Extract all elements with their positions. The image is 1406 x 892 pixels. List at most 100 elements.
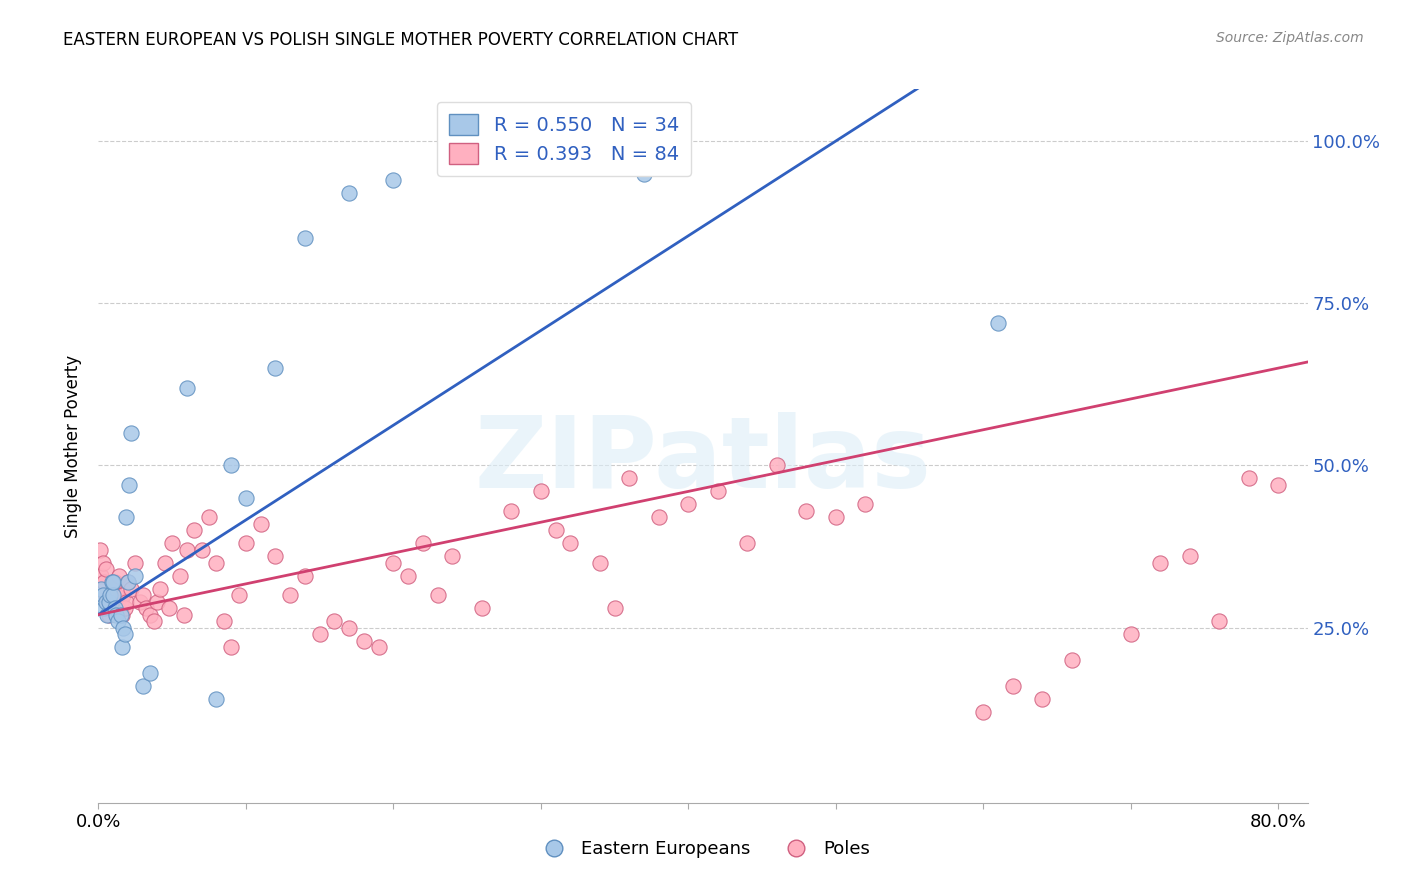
Point <box>115 595 138 609</box>
Text: Source: ZipAtlas.com: Source: ZipAtlas.com <box>1216 31 1364 45</box>
Point <box>1178 549 1201 564</box>
Point <box>323 614 346 628</box>
Point <box>96 607 118 622</box>
Point <box>139 666 162 681</box>
Point <box>117 575 139 590</box>
Point <box>212 614 235 628</box>
Point <box>560 536 582 550</box>
Point <box>173 607 195 622</box>
Point <box>176 381 198 395</box>
Point <box>114 601 136 615</box>
Point <box>235 491 257 505</box>
Point <box>105 588 128 602</box>
Point <box>115 510 138 524</box>
Point <box>219 640 242 654</box>
Point <box>264 361 287 376</box>
Point <box>110 607 132 622</box>
Point <box>249 516 271 531</box>
Point <box>107 614 129 628</box>
Point <box>112 621 135 635</box>
Point <box>124 568 146 582</box>
Point <box>89 542 111 557</box>
Point <box>198 510 221 524</box>
Point <box>294 568 316 582</box>
Point <box>530 484 553 499</box>
Point <box>98 588 121 602</box>
Point <box>183 524 205 538</box>
Point <box>228 588 250 602</box>
Point <box>264 549 287 564</box>
Point <box>219 458 242 473</box>
Point <box>107 601 129 615</box>
Point <box>1060 653 1083 667</box>
Point <box>101 582 124 596</box>
Point <box>441 549 464 564</box>
Point <box>120 425 142 440</box>
Point <box>104 601 127 615</box>
Point <box>97 607 120 622</box>
Point <box>648 510 671 524</box>
Point <box>91 588 114 602</box>
Point <box>105 607 128 622</box>
Point <box>1119 627 1142 641</box>
Point <box>1001 679 1024 693</box>
Point <box>589 556 612 570</box>
Point <box>1237 471 1260 485</box>
Point <box>501 504 523 518</box>
Point <box>294 231 316 245</box>
Point <box>131 679 153 693</box>
Point <box>90 582 112 596</box>
Point <box>139 607 162 622</box>
Point <box>98 588 121 602</box>
Point <box>337 186 360 200</box>
Point <box>382 556 405 570</box>
Legend: Eastern Europeans, Poles: Eastern Europeans, Poles <box>529 833 877 865</box>
Point <box>111 640 134 654</box>
Point <box>101 588 124 602</box>
Point <box>143 614 166 628</box>
Point <box>235 536 257 550</box>
Point <box>112 588 135 602</box>
Point <box>1267 478 1289 492</box>
Point <box>426 588 449 602</box>
Point <box>120 582 142 596</box>
Point <box>987 316 1010 330</box>
Point <box>412 536 434 550</box>
Point <box>101 575 124 590</box>
Point <box>205 556 228 570</box>
Point <box>128 595 150 609</box>
Point <box>176 542 198 557</box>
Point <box>205 692 228 706</box>
Point <box>735 536 758 550</box>
Point <box>619 471 641 485</box>
Point <box>169 568 191 582</box>
Point <box>90 568 112 582</box>
Y-axis label: Single Mother Poverty: Single Mother Poverty <box>65 354 83 538</box>
Point <box>124 556 146 570</box>
Point <box>1031 692 1053 706</box>
Point <box>544 524 567 538</box>
Point <box>100 575 122 590</box>
Point <box>706 484 728 499</box>
Point <box>91 556 114 570</box>
Point <box>135 601 157 615</box>
Point <box>94 562 117 576</box>
Point <box>603 601 626 615</box>
Point <box>382 173 405 187</box>
Point <box>794 504 817 518</box>
Point <box>149 582 172 596</box>
Point <box>972 705 994 719</box>
Point <box>1208 614 1230 628</box>
Point <box>93 601 115 615</box>
Point <box>93 575 115 590</box>
Point <box>471 601 494 615</box>
Point <box>94 588 117 602</box>
Point <box>396 568 419 582</box>
Text: EASTERN EUROPEAN VS POLISH SINGLE MOTHER POVERTY CORRELATION CHART: EASTERN EUROPEAN VS POLISH SINGLE MOTHER… <box>63 31 738 49</box>
Point <box>824 510 846 524</box>
Point <box>367 640 389 654</box>
Point <box>1149 556 1171 570</box>
Point <box>633 167 655 181</box>
Text: ZIPatlas: ZIPatlas <box>475 412 931 508</box>
Point <box>337 621 360 635</box>
